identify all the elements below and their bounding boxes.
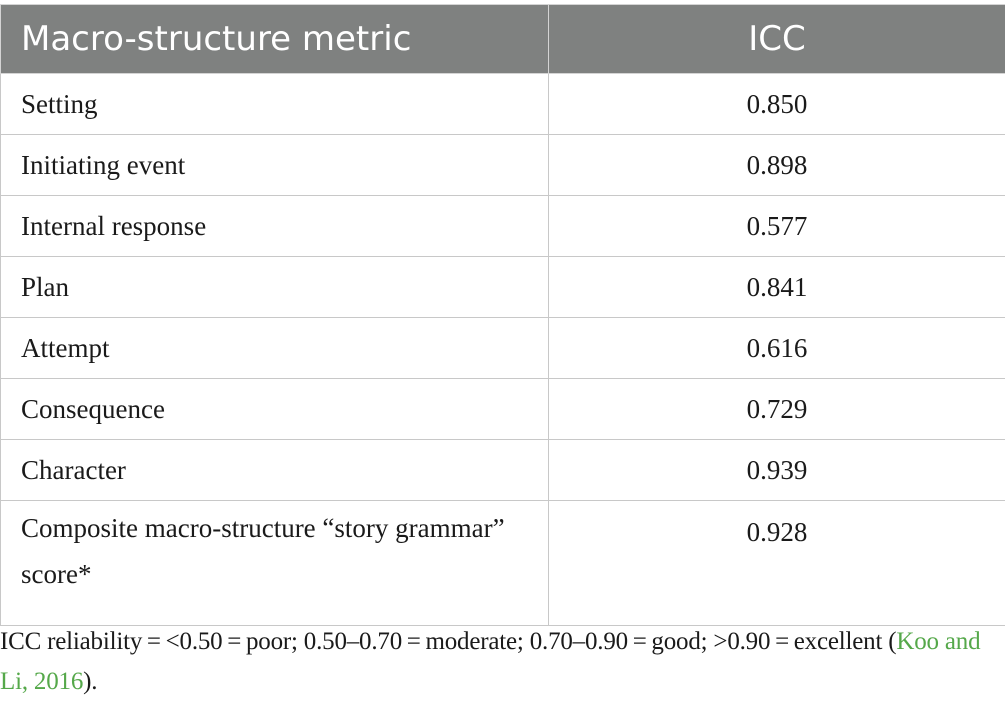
footnote-text: ICC reliability = <0.50 = poor; 0.50–0.7… [0,628,897,655]
metric-cell: Composite macro-structure “story grammar… [0,500,549,626]
metric-cell: Character [0,439,549,501]
table-row: Internal response 0.577 [0,195,1005,257]
icc-cell: 0.729 [548,378,1005,440]
metric-cell: Internal response [0,195,549,257]
metric-cell: Consequence [0,378,549,440]
table-row: Character 0.939 [0,439,1005,501]
icc-cell: 0.616 [548,317,1005,379]
header-row: Macro-structure metric ICC [0,4,1005,74]
footnote-end: ). [83,668,98,695]
metric-cell: Initiating event [0,134,549,196]
citation-link[interactable]: Koo and Li, 2016 [0,628,981,695]
icc-cell: 0.898 [548,134,1005,196]
table-row: Composite macro-structure “story grammar… [0,500,1005,626]
icc-cell: 0.577 [548,195,1005,257]
icc-cell: 0.841 [548,256,1005,318]
table-row: Consequence 0.729 [0,378,1005,440]
reliability-table-container: Macro-structure metric ICC Setting 0.850… [0,4,1005,626]
table-footnote: ICC reliability = <0.50 = poor; 0.50–0.7… [0,622,1003,702]
header-icc: ICC [548,4,1005,74]
metric-cell: Setting [0,73,549,135]
metric-cell: Attempt [0,317,549,379]
icc-reliability-table: Macro-structure metric ICC Setting 0.850… [0,4,1005,626]
table-header: Macro-structure metric ICC [0,4,1005,74]
icc-cell: 0.939 [548,439,1005,501]
metric-cell: Plan [0,256,549,318]
table-body: Setting 0.850 Initiating event 0.898 Int… [0,73,1005,626]
icc-cell: 0.850 [548,73,1005,135]
table-row: Setting 0.850 [0,73,1005,135]
header-metric: Macro-structure metric [0,4,549,74]
table-row: Initiating event 0.898 [0,134,1005,196]
icc-cell: 0.928 [548,500,1005,626]
table-row: Attempt 0.616 [0,317,1005,379]
table-row: Plan 0.841 [0,256,1005,318]
